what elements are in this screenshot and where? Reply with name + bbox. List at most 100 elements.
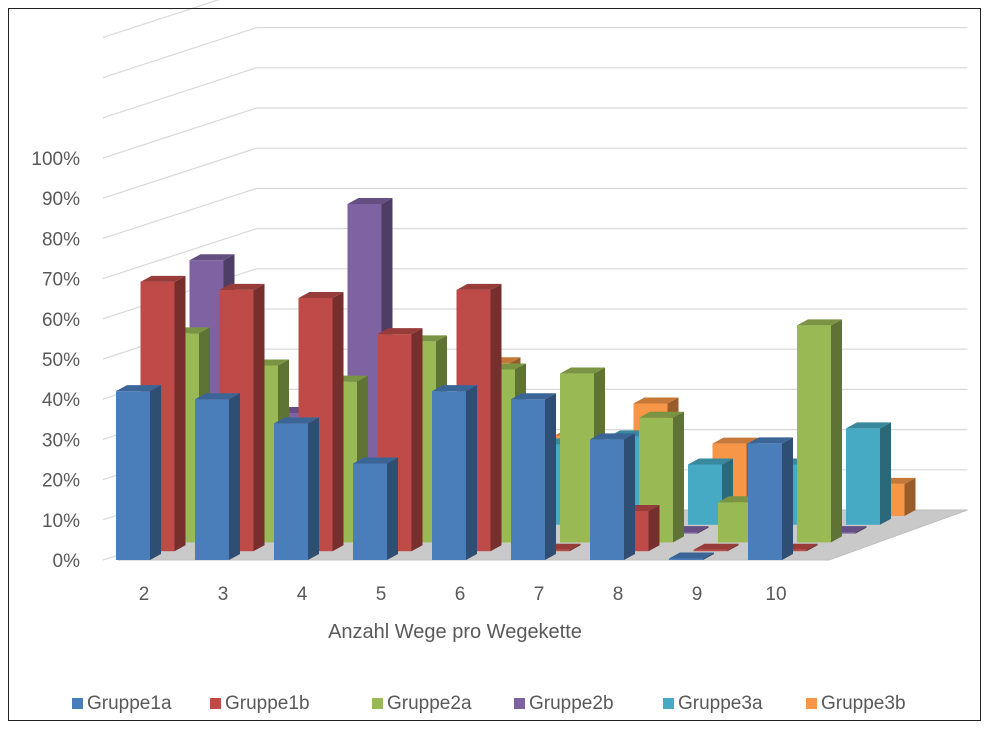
bar-side (229, 393, 240, 560)
bar-top (748, 437, 793, 444)
bar-side (806, 543, 818, 552)
legend-item: Gruppe1b (210, 693, 310, 714)
x-tick-label: 10 (765, 584, 786, 605)
bar-top (189, 254, 235, 261)
bar-front (432, 391, 466, 560)
bar-front (353, 463, 387, 560)
legend-item: Gruppe1a (72, 693, 172, 714)
bar-side (174, 275, 186, 552)
x-tick-label: 2 (139, 584, 150, 605)
y-tick-label: 60% (42, 310, 80, 331)
bar-side (697, 526, 709, 534)
legend-swatch (514, 698, 525, 709)
bar (432, 385, 477, 560)
legend-item: Gruppe2b (514, 693, 614, 714)
bar-side (387, 457, 398, 560)
bar (274, 417, 319, 560)
bar (669, 552, 714, 560)
bar-side (253, 283, 265, 552)
bar-top (688, 458, 733, 465)
legend-swatch (72, 698, 83, 709)
legend-item: Gruppe3b (806, 693, 906, 714)
bar-top (347, 197, 393, 204)
bar-front (274, 423, 308, 560)
bar-top (669, 552, 714, 559)
x-tick-label: 5 (376, 584, 387, 605)
bar-top (560, 367, 605, 374)
bar-side (308, 417, 319, 560)
bar-top (846, 422, 891, 429)
bar (590, 433, 635, 560)
bar (195, 393, 240, 560)
legend: Gruppe1a Gruppe1b Gruppe2a Gruppe2b Gruppe3a… (72, 693, 906, 714)
x-tick-label: 6 (455, 584, 466, 605)
bar-top (274, 417, 319, 424)
bar-top (712, 437, 758, 444)
gridline-side (102, 147, 257, 199)
bar-front (511, 399, 545, 560)
bar-top (432, 385, 477, 392)
y-tick-label: 80% (42, 229, 80, 250)
bar-front (669, 558, 703, 560)
bar-front (590, 439, 624, 560)
y-tick-label: 90% (42, 189, 80, 210)
y-tick-label: 50% (42, 350, 80, 371)
bar-top (456, 283, 502, 290)
bar-top (298, 291, 344, 298)
bar-front (693, 549, 728, 552)
bar-side (904, 477, 916, 516)
bar (688, 458, 733, 525)
bar-front (718, 502, 752, 543)
bar-side (466, 385, 477, 560)
gridline-side (102, 107, 257, 159)
bar-top (116, 385, 161, 392)
legend-label: Gruppe3b (821, 693, 906, 714)
bar-front (748, 443, 782, 560)
bar-front (797, 325, 831, 543)
bar-side (703, 552, 714, 560)
bar-side (855, 526, 867, 534)
y-tick-label: 100% (31, 149, 80, 170)
bar-front (688, 464, 722, 525)
bar (693, 543, 739, 552)
legend-label: Gruppe2a (387, 693, 472, 714)
y-axis-ticks: 0% 10% 20% 30% 40% 50% 60% 70% 80% 90% 100% (31, 149, 80, 572)
y-tick-label: 40% (42, 390, 80, 411)
legend-swatch (372, 698, 383, 709)
bar-side (624, 433, 635, 560)
x-tick-label: 4 (297, 584, 308, 605)
bar-side (648, 505, 660, 552)
x-tick-label: 8 (613, 584, 624, 605)
legend-label: Gruppe1b (225, 693, 310, 714)
bar (353, 457, 398, 560)
bar (797, 319, 842, 543)
bar-top (377, 328, 423, 335)
y-tick-label: 10% (42, 511, 80, 532)
bar-top (639, 411, 684, 418)
x-tick-label: 7 (534, 584, 545, 605)
bar-top (195, 393, 240, 400)
bar (116, 385, 161, 560)
y-tick-label: 70% (42, 270, 80, 291)
y-tick-label: 0% (53, 551, 81, 572)
chart-bars (116, 197, 916, 560)
legend-item: Gruppe2a (372, 693, 472, 714)
gridline-side (102, 187, 257, 239)
y-tick-label: 20% (42, 471, 80, 492)
bar-side (831, 319, 842, 543)
legend-swatch (806, 698, 817, 709)
bar-side (880, 422, 891, 525)
bar (846, 422, 891, 525)
bar-top (140, 275, 186, 282)
bar-top (633, 397, 679, 404)
gridline-side (102, 0, 220, 38)
bar-front (116, 391, 150, 560)
bar-side (332, 291, 344, 552)
gridline-side (102, 27, 257, 79)
bar-side (782, 437, 793, 560)
bar-top (797, 319, 842, 326)
bar-side (727, 543, 739, 552)
bar-side (569, 543, 581, 552)
